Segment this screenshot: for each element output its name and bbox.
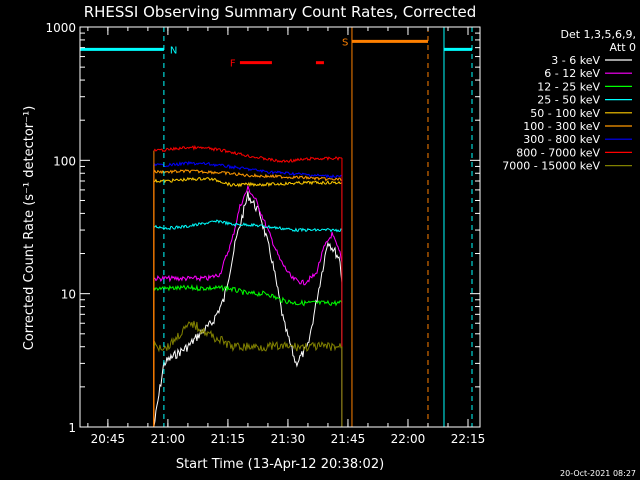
x-tick-label: 22:15 [451,432,486,446]
x-tick-label: 21:00 [151,432,186,446]
y-axis-label: Corrected Count Rate (s⁻¹ detector⁻¹) [22,106,37,351]
series-line-8 [153,144,343,164]
flag-label-F: F [230,59,236,70]
x-tick-label: 20:45 [91,432,126,446]
generated-timestamp: 20-Oct-2021 08:27 [560,469,636,478]
chart-title: RHESSI Observing Summary Count Rates, Co… [84,3,477,21]
legend-entry-label: 300 - 800 keV [523,133,600,146]
flag-label-S: S [342,37,348,48]
legend-entry-label: 50 - 100 keV [530,107,600,120]
series-line-4 [153,219,343,233]
series-line-3 [153,284,343,307]
legend-entry-label: 3 - 6 keV [551,54,600,67]
y-tick-label: 100 [53,154,76,168]
y-tick-label: 10 [61,288,76,302]
legend-entry-label: 7000 - 15000 keV [502,160,600,173]
x-tick-label: 21:45 [331,432,366,446]
legend-title-line: Att 0 [610,41,636,54]
series-line-6 [153,169,343,182]
series-line-1 [153,191,343,427]
series-line-9 [153,320,343,353]
plot-frame [79,26,481,428]
x-tick-label: 21:15 [211,432,246,446]
legend-title-line: Det 1,3,5,6,9, [560,28,636,41]
legend-entry-label: 100 - 300 keV [523,120,600,133]
series-line-2 [153,184,343,286]
x-tick-label: 22:00 [391,432,426,446]
legend-entry-label: 6 - 12 keV [544,67,600,80]
legend-entry-label: 800 - 7000 keV [516,146,600,159]
flag-label-N: N [170,45,177,56]
series-line-5 [153,176,343,188]
legend-entry-label: 25 - 50 keV [537,94,600,107]
series-group [153,144,343,427]
axes: 1 10 100 1000 20:45 21:00 21:15 21:30 21:45 22:00… [45,21,485,446]
x-tick-label: 21:30 [271,432,306,446]
y-tick-label: 1000 [45,21,76,35]
y-tick-label: 1 [68,421,76,435]
series-line-7 [153,160,343,179]
x-axis-label: Start Time (13-Apr-12 20:38:02) [176,457,384,472]
legend-entry-label: 12 - 25 keV [537,80,600,93]
